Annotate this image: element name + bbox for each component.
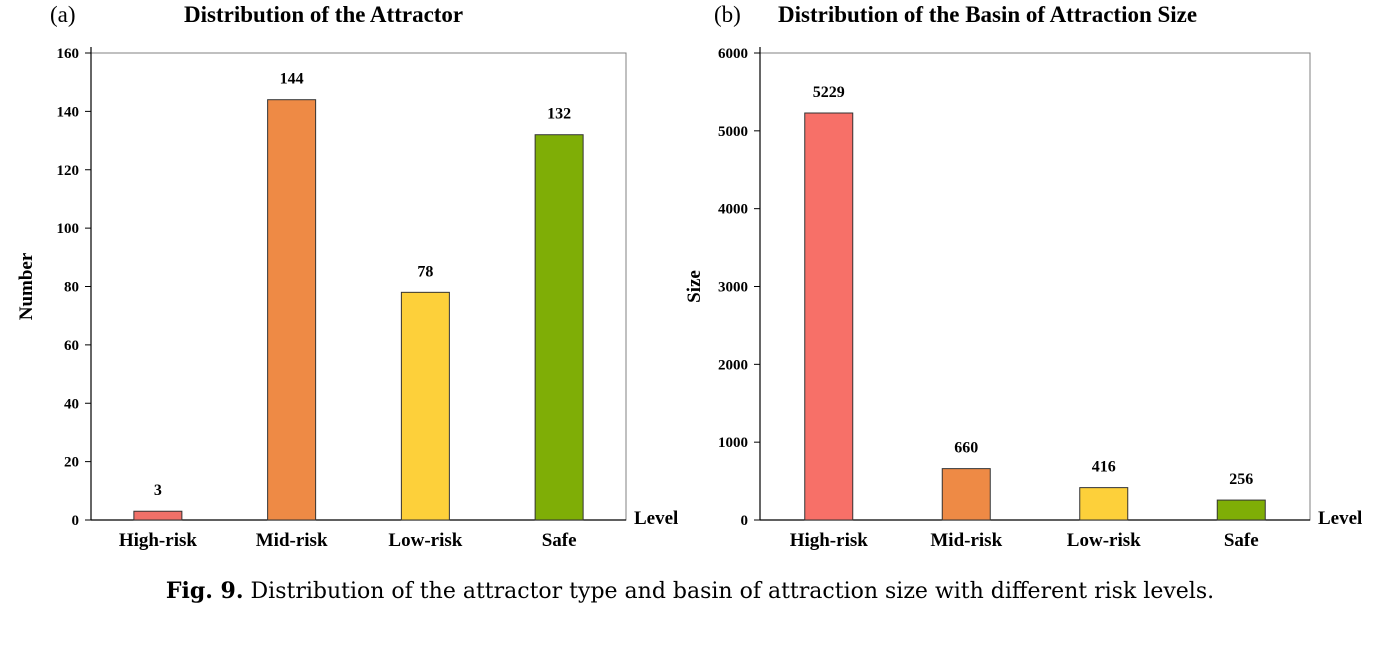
y-tick-label: 0	[741, 513, 749, 529]
x-axis-label: Level	[1318, 508, 1362, 529]
y-tick-label: 5000	[718, 124, 748, 140]
bar-high-risk	[804, 112, 854, 521]
x-category-label: High-risk	[119, 530, 198, 551]
y-tick-label: 60	[64, 338, 79, 354]
bar-mid-risk	[941, 468, 991, 521]
y-tick-label: 0	[72, 513, 80, 529]
y-tick-label: 3000	[718, 280, 748, 296]
y-tick-label: 2000	[718, 357, 748, 373]
x-axis-label: Level	[634, 508, 678, 529]
x-category-label: Safe	[542, 530, 577, 551]
bar-safe	[1216, 499, 1266, 521]
y-tick-label: 120	[57, 163, 80, 179]
chart-title: Distribution of the Basin of Attraction …	[778, 2, 1198, 27]
y-tick-label: 1000	[718, 435, 748, 451]
x-category-label: Low-risk	[388, 530, 462, 551]
figure-caption: Fig. 9. Distribution of the attractor ty…	[0, 578, 1380, 604]
bar-high-risk	[133, 510, 183, 521]
caption-label: Fig. 9.	[165, 578, 244, 604]
x-category-label: Mid-risk	[256, 530, 328, 551]
data-label: 78	[417, 263, 433, 280]
data-label: 5229	[813, 84, 845, 101]
panel-label: (a)	[50, 2, 76, 27]
y-tick-label: 40	[64, 396, 79, 412]
y-tick-label: 4000	[718, 202, 748, 218]
x-category-label: Low-risk	[1067, 530, 1141, 551]
chart-title: Distribution of the Attractor	[184, 2, 464, 27]
y-axis-label: Size	[684, 270, 705, 303]
bar-mid-risk	[267, 99, 317, 521]
bar-low-risk	[1079, 487, 1129, 521]
y-axis-label: Number	[16, 252, 37, 320]
bar-chart-attractor: 0 20 40 60 80 100 120 140 160 3 High-risk 144 Mid-ri…	[16, 46, 678, 551]
data-label: 256	[1229, 471, 1253, 488]
chart-panel-a: (a) Distribution of the Attractor 0 20 40 6…	[0, 0, 690, 560]
bar-safe	[534, 134, 584, 521]
y-tick-label: 160	[57, 46, 80, 62]
data-label: 3	[154, 482, 162, 499]
chart-panel-b: (b) Distribution of the Basin of Attract…	[680, 0, 1380, 560]
y-tick-label: 20	[64, 455, 79, 471]
data-label: 416	[1092, 459, 1116, 476]
data-label: 132	[547, 106, 571, 123]
x-category-label: Safe	[1224, 530, 1259, 551]
y-tick-label: 80	[64, 280, 79, 296]
x-category-label: Mid-risk	[930, 530, 1002, 551]
data-label: 660	[954, 440, 978, 457]
caption-text: Distribution of the attractor type and b…	[250, 579, 1215, 604]
y-tick-label: 140	[57, 104, 80, 120]
panel-label: (b)	[714, 2, 741, 27]
y-tick-label: 100	[57, 221, 80, 237]
bar-chart-basin-size: 0 1000 2000 3000 4000 5000 6000 5229 High-risk 66…	[684, 46, 1362, 551]
data-label: 144	[280, 71, 304, 88]
y-tick-label: 6000	[718, 46, 748, 62]
x-category-label: High-risk	[790, 530, 869, 551]
bar-low-risk	[400, 291, 450, 521]
